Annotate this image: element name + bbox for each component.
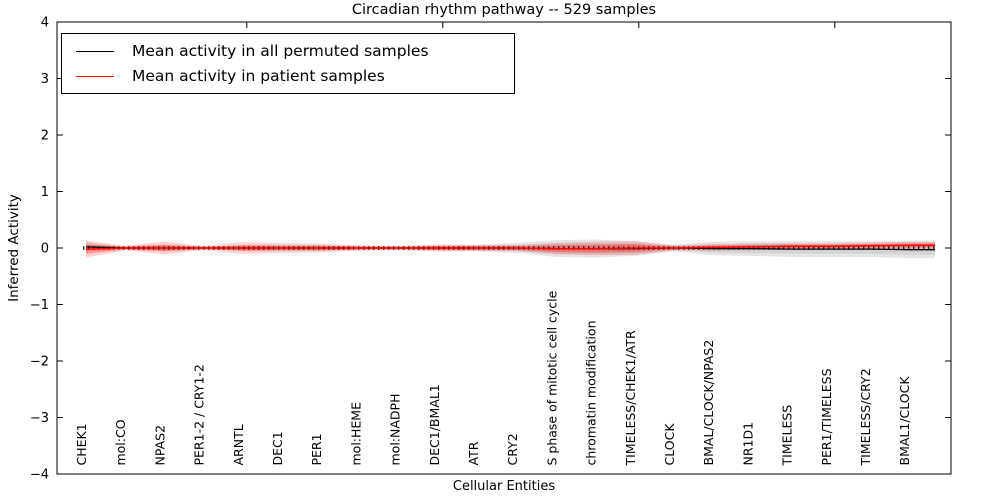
x-tick-label: DEC1/BMAL1 [427, 384, 442, 465]
legend-box: Mean activity in all permuted samples Me… [61, 33, 515, 94]
x-tick-label: DEC1 [270, 431, 285, 465]
x-tick-label: TIMELESS/CRY2 [858, 368, 873, 466]
x-tick-label: CHEK1 [74, 423, 89, 465]
x-tick-label: PER1-2 / CRY1-2 [192, 364, 207, 465]
x-tick-label: S phase of mitotic cell cycle [544, 290, 559, 465]
patient-band-outer [86, 240, 935, 258]
legend-entry-patient: Mean activity in patient samples [62, 67, 514, 85]
x-tick-label: PER1 [309, 433, 324, 465]
y-tick-label: 1 [41, 185, 49, 200]
legend-entry-permuted: Mean activity in all permuted samples [62, 42, 514, 60]
y-tick-label: 2 [41, 129, 49, 144]
x-tick-label: BMAL/CLOCK/NPAS2 [701, 340, 716, 466]
x-tick-label: chromatin modification [584, 321, 599, 466]
x-tick-label: PER1/TIMELESS [819, 368, 834, 465]
y-tick-label: −4 [30, 468, 49, 483]
patient-mean-line [85, 244, 935, 250]
y-tick-label: 3 [41, 72, 49, 87]
y-tick-label: 0 [41, 242, 49, 257]
permuted-band-outer [86, 239, 935, 259]
x-tick-label: NPAS2 [152, 425, 167, 466]
y-tick-label: −1 [30, 298, 49, 313]
x-tick-label: mol:HEME [348, 402, 363, 466]
legend-label: Mean activity in patient samples [132, 67, 385, 85]
x-axis-label: Cellular Entities [452, 479, 556, 494]
legend-label: Mean activity in all permuted samples [132, 42, 429, 60]
black-line-swatch-icon [76, 50, 114, 52]
red-line-swatch-icon [76, 75, 114, 77]
chart-title: Circadian rhythm pathway -- 529 samples [351, 2, 657, 18]
y-tick-label: 4 [41, 16, 49, 31]
x-tick-label: TIMELESS/CHEK1/ATR [623, 330, 638, 467]
x-tick-label: mol:NADPH [388, 394, 403, 466]
y-tick-label: −2 [30, 355, 49, 370]
x-tick-label: ARNTL [231, 424, 246, 465]
x-tick-label: CRY2 [505, 433, 520, 465]
x-tick-label: TIMELESS [780, 405, 795, 467]
x-tick-label: BMAL1/CLOCK [897, 376, 912, 466]
y-axis-label: Inferred Activity [6, 194, 22, 302]
x-tick-label: mol:CO [113, 419, 128, 465]
x-tick-label: ATR [466, 441, 481, 465]
x-tick-label: CLOCK [662, 423, 677, 466]
x-tick-label: NR1D1 [740, 422, 755, 466]
y-tick-label: −3 [30, 411, 49, 426]
